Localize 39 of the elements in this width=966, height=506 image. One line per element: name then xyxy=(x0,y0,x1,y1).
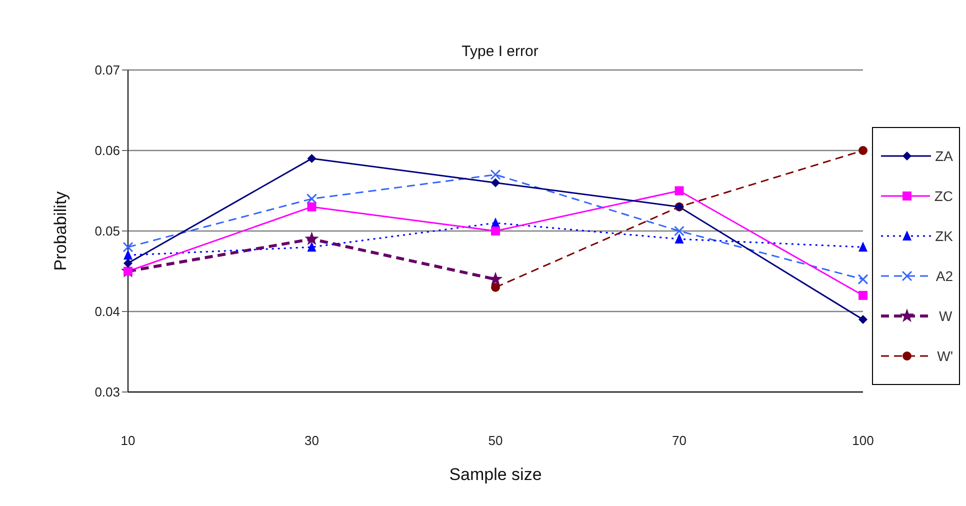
legend-label: A2 xyxy=(936,268,953,284)
point xyxy=(674,226,684,236)
point xyxy=(858,242,868,252)
x-tick-label: 70 xyxy=(672,433,686,448)
legend-label: ZA xyxy=(935,148,953,164)
chart-title: Type I error xyxy=(462,43,538,60)
point xyxy=(307,242,316,252)
x-tick-label: 50 xyxy=(488,433,503,448)
point xyxy=(124,258,132,268)
x-tick-label: 30 xyxy=(304,433,319,448)
y-tick-label: 0.05 xyxy=(94,224,120,239)
point xyxy=(306,194,317,204)
point xyxy=(124,250,132,260)
point xyxy=(858,274,868,285)
x-tick-label: 10 xyxy=(120,433,136,448)
point xyxy=(491,282,500,292)
point xyxy=(307,154,316,164)
point xyxy=(491,226,500,236)
point xyxy=(491,178,500,188)
point xyxy=(674,186,684,196)
point xyxy=(307,202,316,212)
y-axis-title: Probability xyxy=(51,190,70,271)
legend-label: ZC xyxy=(934,188,953,204)
point xyxy=(304,232,319,246)
point xyxy=(122,242,134,252)
y-tick-label: 0.06 xyxy=(94,143,120,158)
point xyxy=(674,234,684,244)
x-tick-label: 100 xyxy=(852,433,874,448)
point xyxy=(858,290,868,300)
y-tick-label: 0.04 xyxy=(94,304,120,320)
legend-label: W' xyxy=(937,348,953,364)
legend-label: W xyxy=(939,308,952,324)
y-tick-label: 0.07 xyxy=(94,62,120,78)
legend-label: ZK xyxy=(935,228,953,244)
y-tick-label: 0.03 xyxy=(94,384,120,400)
point xyxy=(858,315,868,324)
point xyxy=(490,169,501,180)
point xyxy=(858,146,868,155)
x-axis-title: Sample size xyxy=(449,465,542,484)
